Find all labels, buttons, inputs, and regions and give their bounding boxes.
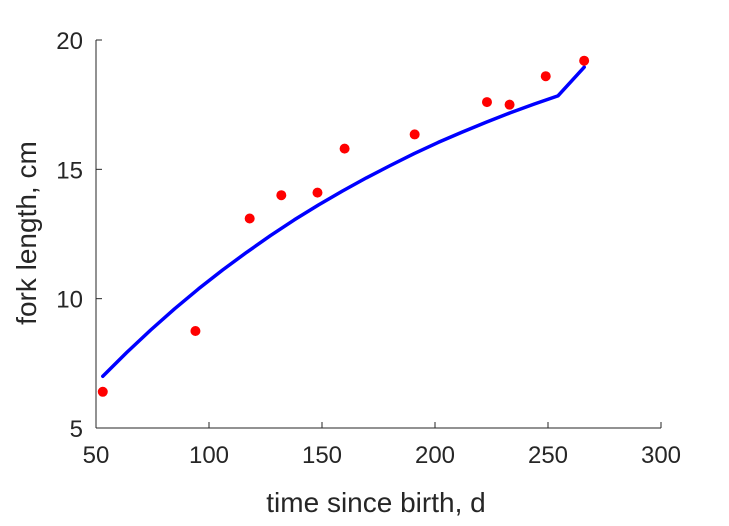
fit-curve-layer: [101, 65, 586, 379]
data-point: [244, 213, 255, 224]
data-point: [276, 190, 287, 201]
data-point: [409, 129, 420, 140]
fit-curve-line: [101, 65, 586, 379]
data-point: [481, 97, 492, 108]
x-tick-label: 300: [641, 442, 681, 469]
data-point: [504, 99, 515, 110]
y-tick-label: 5: [70, 416, 83, 443]
data-point: [97, 386, 108, 397]
data-point: [540, 71, 551, 82]
x-tick-label: 200: [415, 442, 455, 469]
labels-layer: time since birth, d fork length, cm: [11, 141, 486, 518]
x-axis-label: time since birth, d: [266, 487, 485, 518]
y-tick-label: 15: [56, 157, 83, 184]
axes: 50 100 150 200 250 300 5 10 15 20: [56, 28, 681, 469]
y-tick-label: 10: [56, 287, 83, 314]
x-tick-label: 150: [302, 442, 342, 469]
x-tick-label: 100: [189, 442, 229, 469]
y-axis-label: fork length, cm: [11, 141, 42, 325]
data-points-layer: [97, 55, 590, 397]
data-point: [312, 187, 323, 198]
x-tick-label: 50: [83, 442, 110, 469]
x-tick-label: 250: [528, 442, 568, 469]
data-point: [190, 326, 201, 336]
y-tick-label: 20: [56, 28, 83, 55]
data-point: [579, 55, 590, 66]
data-point: [339, 143, 350, 154]
